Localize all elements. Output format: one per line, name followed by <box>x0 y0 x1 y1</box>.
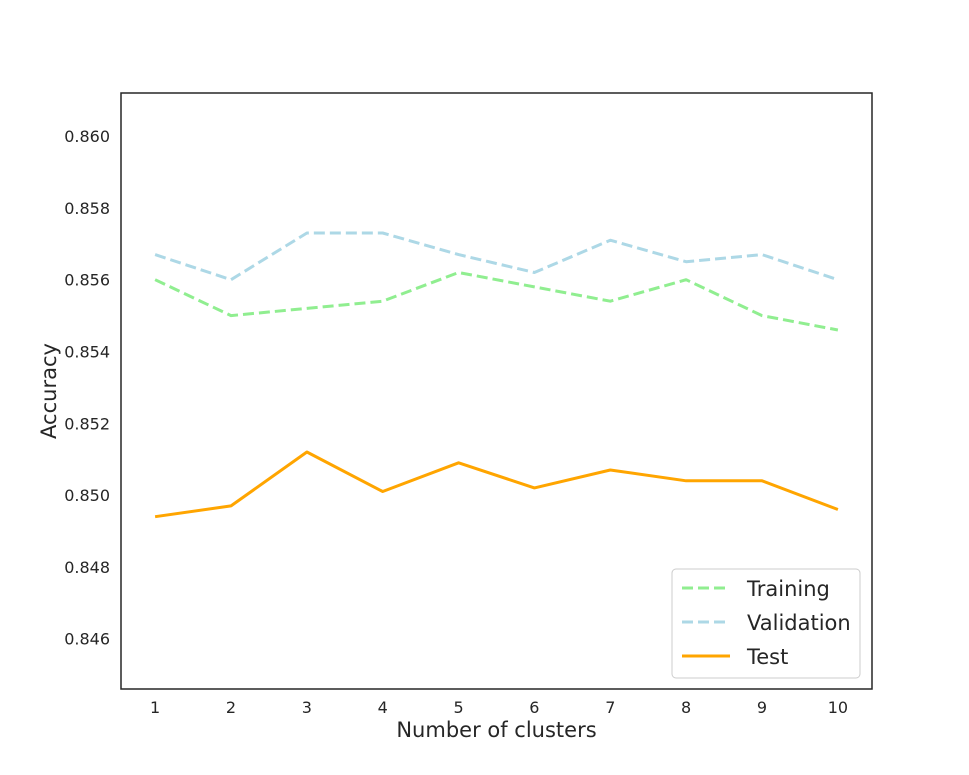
y-tick-label: 0.856 <box>64 271 110 290</box>
x-tick-label: 2 <box>226 698 236 717</box>
legend-label-training: Training <box>746 577 830 601</box>
plot-frame <box>120 92 873 690</box>
legend: Training Validation Test <box>671 568 861 679</box>
series-line-validation <box>154 231 839 282</box>
legend-label-test: Test <box>746 645 788 669</box>
x-axis-label: Number of clusters <box>396 718 596 742</box>
y-tick-label: 0.848 <box>64 558 110 577</box>
x-axis-ticks: 1 2 3 4 5 6 7 8 9 10 <box>150 698 848 717</box>
y-tick-label: 0.850 <box>64 486 110 505</box>
y-tick-label: 0.858 <box>64 199 110 218</box>
y-tick-label: 0.846 <box>64 630 110 649</box>
legend-box <box>671 568 861 679</box>
x-tick-label: 8 <box>681 698 691 717</box>
y-axis-ticks: 0.846 0.848 0.850 0.852 0.854 0.856 0.858 0.860 <box>64 127 110 649</box>
x-tick-label: 3 <box>302 698 312 717</box>
y-tick-label: 0.860 <box>64 127 110 146</box>
x-tick-label: 7 <box>605 698 615 717</box>
x-tick-label: 6 <box>529 698 539 717</box>
legend-label-validation: Validation <box>747 611 851 635</box>
series-line-test <box>154 450 839 519</box>
series-layer <box>154 231 839 519</box>
series-line-training <box>154 271 839 332</box>
x-tick-label: 1 <box>150 698 160 717</box>
y-axis-label: Accuracy <box>37 343 61 439</box>
y-tick-label: 0.852 <box>64 414 110 433</box>
y-tick-label: 0.854 <box>64 343 110 362</box>
x-tick-label: 4 <box>378 698 388 717</box>
x-tick-label: 5 <box>454 698 464 717</box>
x-tick-label: 10 <box>828 698 848 717</box>
x-tick-label: 9 <box>757 698 767 717</box>
